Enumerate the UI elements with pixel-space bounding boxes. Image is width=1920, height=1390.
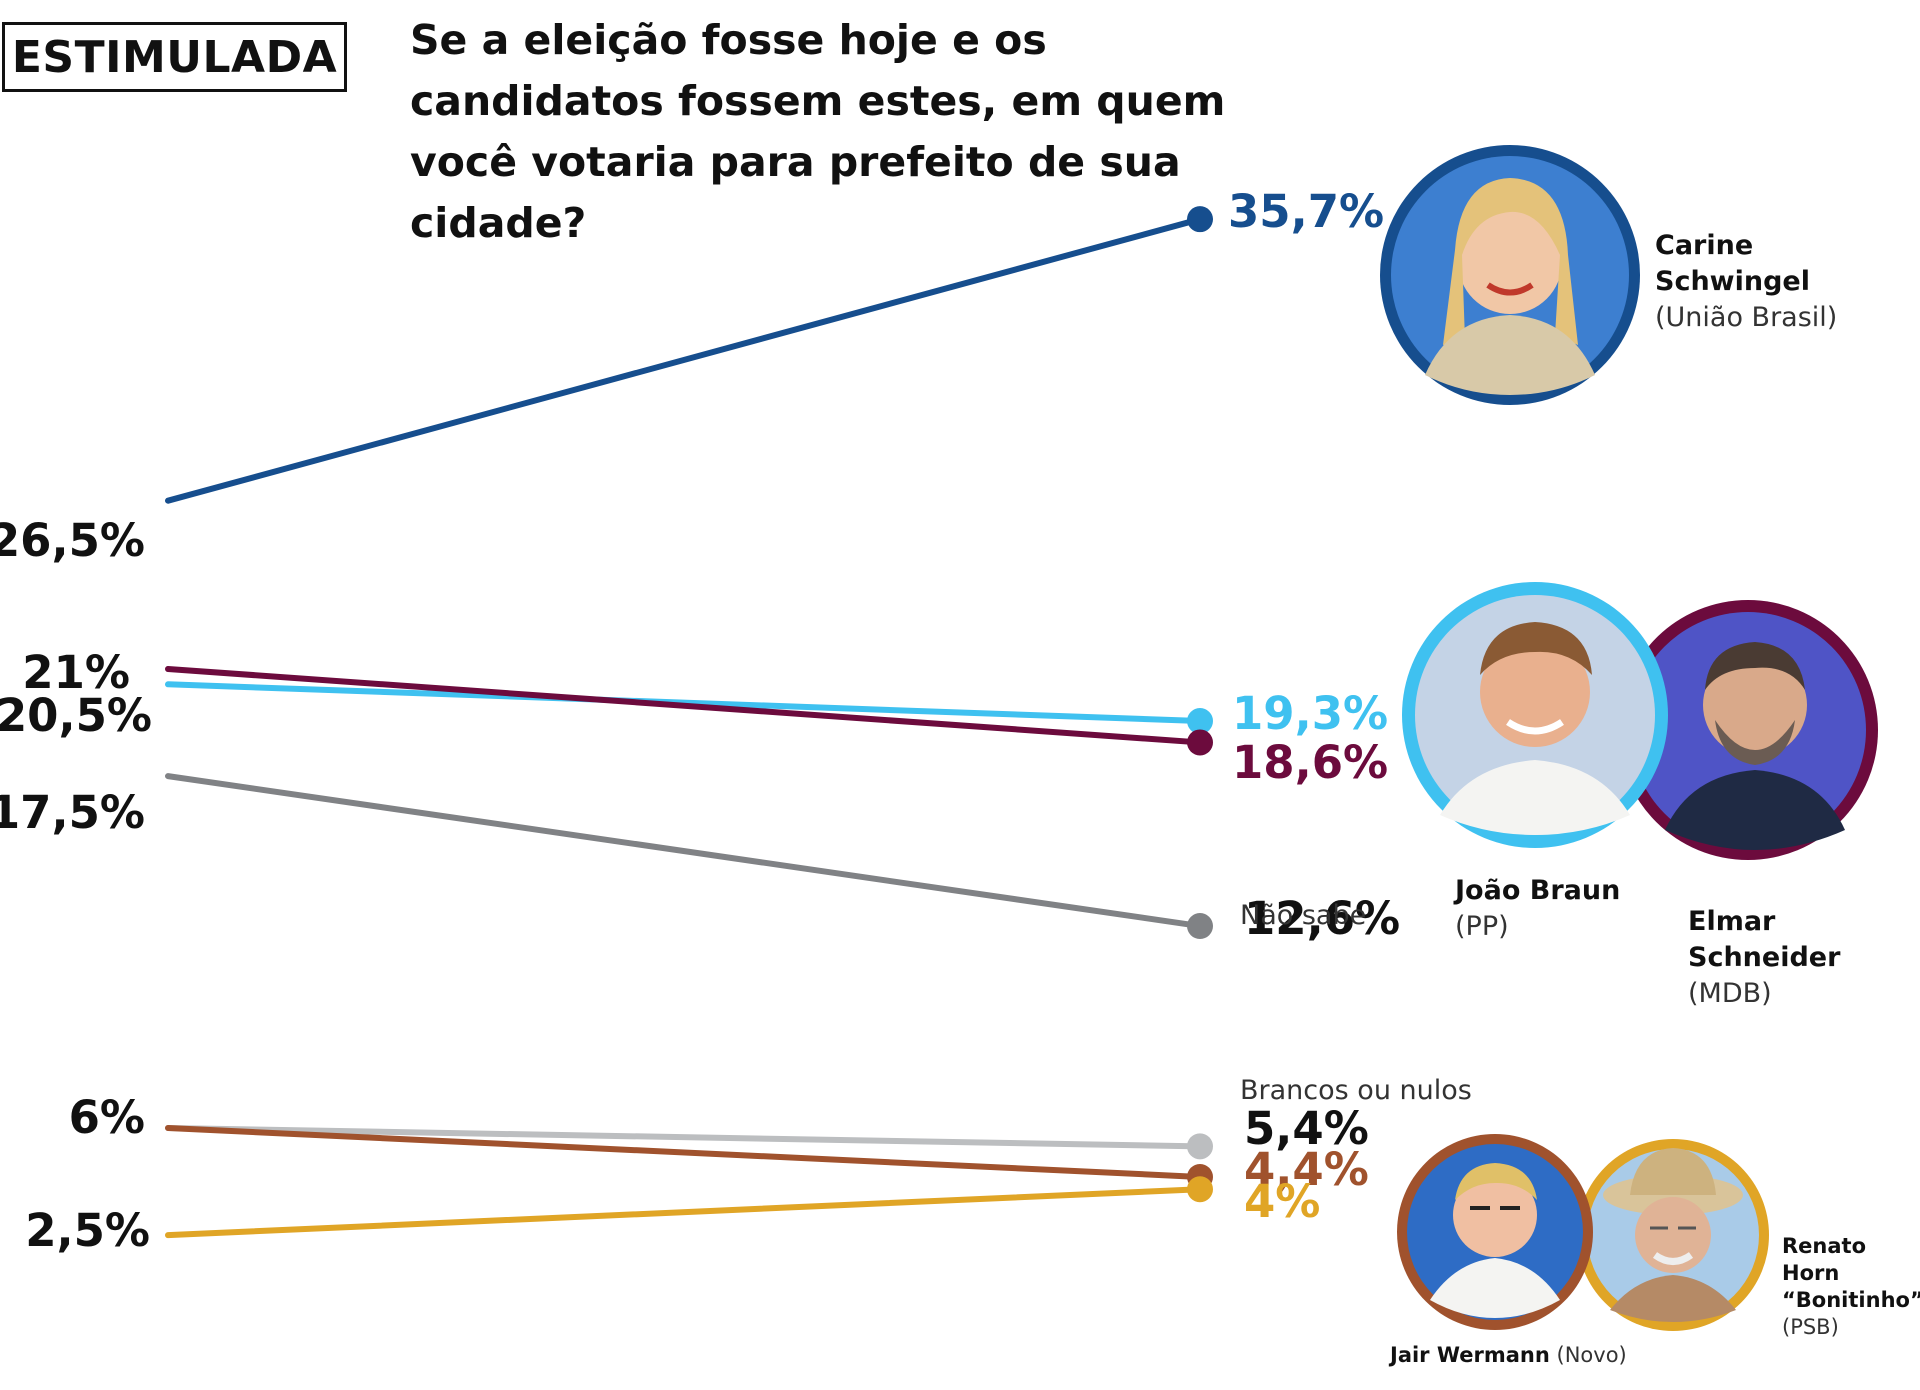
candidate-jair: Jair Wermann (Novo) [1390, 1342, 1627, 1369]
candidate-jair-name: Jair Wermann [1390, 1343, 1550, 1367]
series-line-brancos [165, 1125, 1203, 1150]
photo-elmar [1618, 600, 1878, 860]
end-point-carine [1187, 206, 1213, 233]
series-lines [165, 206, 1213, 1239]
end-label-renato: 4% [1244, 1175, 1321, 1229]
candidate-jair-party: (Novo) [1556, 1343, 1627, 1367]
category-nao-sabe: Não sabe [1240, 900, 1367, 931]
start-label-elmar: 21% [22, 646, 130, 699]
candidate-renato-party: (PSB) [1782, 1315, 1839, 1339]
start-label-joao: 20,5% [0, 689, 152, 742]
end-label-jair: 4,4% [1244, 1142, 1369, 1196]
survey-question: Se a eleição fosse hoje e os candidatos … [410, 16, 1226, 247]
end-point-nao-sabe [1187, 913, 1213, 940]
series-line-renato [165, 1186, 1203, 1239]
candidate-renato-first: Renato Horn [1782, 1234, 1866, 1285]
survey-type-tag: ESTIMULADA [2, 22, 347, 92]
end-point-renato [1187, 1176, 1213, 1203]
candidate-joao: João Braun (PP) [1455, 873, 1620, 945]
candidate-elmar-party: (MDB) [1688, 978, 1772, 1009]
end-point-brancos [1187, 1133, 1213, 1160]
candidate-joao-party: (PP) [1455, 911, 1509, 942]
end-label-elmar: 18,6% [1232, 736, 1389, 790]
start-label-nao-sabe: 17,5% [0, 786, 145, 839]
candidate-elmar-last: Schneider [1688, 942, 1841, 973]
candidate-carine-last: Schwingel [1655, 266, 1810, 297]
series-line-elmar [165, 666, 1203, 746]
series-line-jair [165, 1125, 1203, 1180]
end-label-joao: 19,3% [1232, 687, 1389, 741]
end-label-carine: 35,7% [1228, 185, 1385, 239]
candidate-elmar-first: Elmar [1688, 906, 1776, 937]
photo-jair [1397, 1134, 1593, 1330]
series-line-joao [165, 681, 1203, 725]
candidate-joao-name: João Braun [1455, 875, 1621, 906]
end-point-joao [1187, 708, 1213, 735]
series-line-carine [165, 216, 1203, 504]
start-label-carine: 26,5% [0, 514, 145, 567]
candidate-renato-nick: “Bonitinho” [1782, 1288, 1920, 1312]
category-brancos: Brancos ou nulos [1240, 1075, 1472, 1106]
series-line-nao-sabe [165, 773, 1203, 930]
end-label-nao-sabe: 12,6% [1244, 892, 1401, 946]
candidate-carine-party: (União Brasil) [1655, 302, 1838, 333]
candidate-carine: Carine Schwingel (União Brasil) [1655, 228, 1837, 336]
candidate-carine-first: Carine [1655, 230, 1754, 261]
photo-joao [1402, 582, 1668, 848]
end-label-brancos: 5,4% [1244, 1102, 1369, 1156]
photo-carine [1380, 145, 1640, 405]
candidate-elmar: Elmar Schneider (MDB) [1688, 904, 1840, 1012]
photo-renato [1577, 1139, 1769, 1331]
start-label-brancos: 6% [68, 1091, 145, 1144]
start-label-renato: 2,5% [25, 1204, 150, 1257]
end-point-elmar [1187, 729, 1213, 756]
candidate-renato: Renato Horn “Bonitinho” (PSB) [1782, 1233, 1920, 1341]
